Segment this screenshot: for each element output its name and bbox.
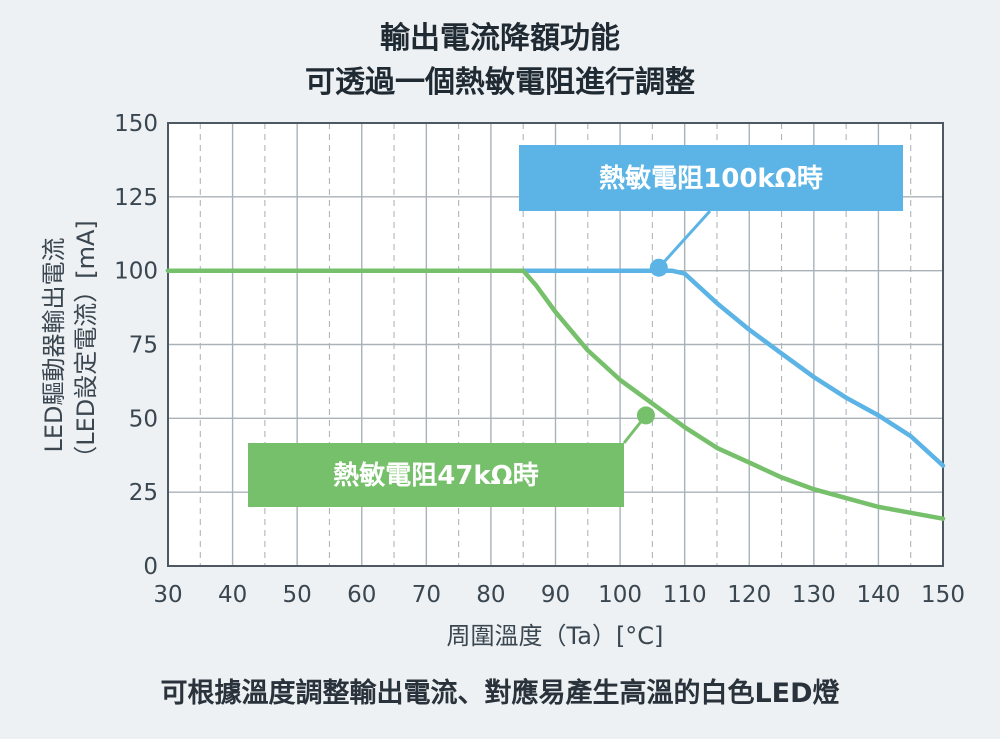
chart-title-line-1: 輸出電流降額功能 [380, 21, 620, 56]
x-tick-label: 130 [792, 582, 836, 608]
callout-box [519, 145, 903, 211]
series-line-100k [165, 268, 946, 468]
y-tick-label: 100 [114, 259, 158, 285]
series-line-47k [165, 268, 946, 521]
series-lines [165, 268, 946, 521]
caption: 可根據溫度調整輸出電流、對應易產生高溫的白色LED燈 [160, 677, 839, 709]
y-tick-label: 75 [129, 333, 158, 359]
x-tick-label: 70 [412, 582, 441, 608]
x-tick-label: 90 [541, 582, 570, 608]
x-tick-label: 150 [921, 582, 965, 608]
y-tick-label: 50 [129, 406, 158, 432]
x-tick-label: 120 [727, 582, 771, 608]
callout-marker [649, 258, 668, 277]
x-tick-label: 110 [663, 582, 707, 608]
x-tick-label: 140 [856, 582, 900, 608]
callout-label-100k: 熱敏電阻100kΩ時 [599, 164, 823, 194]
y-axis-label-line-1: LED驅動器輸出電流 [40, 237, 68, 452]
callout-box [248, 443, 624, 507]
y-axis-label: LED驅動器輸出電流 （LED設定電流）[mA] [40, 220, 100, 470]
callout-marker [636, 406, 655, 425]
y-axis-label-line-2: （LED設定電流）[mA] [72, 220, 100, 470]
tick-labels: 30 40 50 60 70 80 90 100 110 120 130 140 150 0 25 50 75 1… [114, 111, 965, 608]
y-tick-label: 25 [129, 480, 158, 506]
y-tick-label: 125 [114, 185, 158, 211]
x-axis-label: 周圍溫度（Ta）[°C] [447, 622, 664, 650]
plot-border [167, 122, 944, 567]
y-tick-label: 150 [114, 111, 158, 137]
y-tick-label: 0 [143, 554, 158, 580]
x-tick-label: 80 [476, 582, 505, 608]
callout-label-47k: 熱敏電阻47kΩ時 [333, 461, 539, 491]
x-tick-label: 60 [347, 582, 376, 608]
x-tick-label: 100 [598, 582, 642, 608]
callout-leader [657, 209, 712, 269]
x-tick-label: 50 [283, 582, 312, 608]
x-tick-label: 30 [153, 582, 182, 608]
plot-frame [167, 122, 944, 567]
chart-title-line-2: 可透過一個熱敏電阻進行調整 [305, 65, 695, 100]
x-tick-label: 40 [218, 582, 247, 608]
